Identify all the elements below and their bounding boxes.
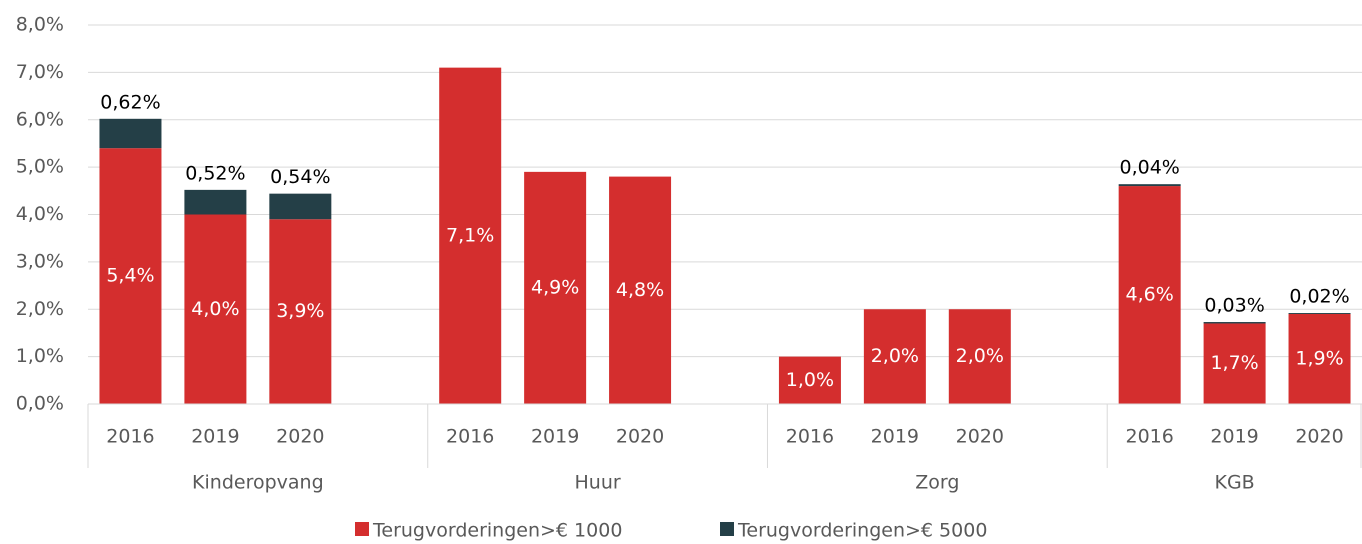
y-tick-label: 0,0% (16, 393, 64, 415)
bar-segment (184, 189, 247, 215)
bar-segment (1118, 184, 1181, 187)
legend-swatch (720, 522, 734, 536)
value-label: 4,9% (531, 276, 579, 298)
bar-segment (1118, 186, 1181, 404)
x-tick-label: 2016 (786, 426, 834, 448)
x-tick-label: 2020 (616, 426, 664, 448)
bar-segment (1203, 323, 1266, 404)
value-label: 0,62% (100, 91, 160, 113)
y-tick-label: 6,0% (16, 108, 64, 130)
bar-segment (1203, 322, 1266, 324)
value-label: 1,7% (1210, 352, 1258, 374)
value-label: 0,04% (1119, 157, 1179, 179)
value-label: 4,0% (191, 298, 239, 320)
legend-label: Terugvorderingen>€ 1000 (372, 520, 622, 542)
legend-label: Terugvorderingen>€ 5000 (737, 520, 987, 542)
value-label: 0,52% (185, 162, 245, 184)
value-label: 0,54% (270, 166, 330, 188)
y-tick-label: 8,0% (16, 14, 64, 36)
y-tick-label: 3,0% (16, 250, 64, 272)
group-label: Huur (575, 472, 621, 494)
value-label: 3,9% (276, 300, 324, 322)
x-tick-label: 2020 (1295, 426, 1343, 448)
bar-segment (1288, 313, 1351, 404)
bar-segment (99, 118, 162, 149)
x-tick-label: 2020 (956, 426, 1004, 448)
x-tick-label: 2020 (276, 426, 324, 448)
legend-swatch (355, 522, 369, 536)
x-tick-label: 2019 (1210, 426, 1258, 448)
bar-segment (863, 309, 926, 404)
bar-segment (99, 148, 162, 404)
x-tick-label: 2016 (106, 426, 154, 448)
bar-segment (184, 214, 247, 404)
x-tick-label: 2019 (871, 426, 919, 448)
bar-segment (778, 356, 841, 404)
y-tick-label: 7,0% (16, 61, 64, 83)
value-label: 4,8% (616, 279, 664, 301)
x-tick-label: 2016 (446, 426, 494, 448)
bar-segment (269, 219, 332, 404)
value-label: 0,02% (1289, 286, 1349, 308)
bar-segment (1288, 313, 1351, 314)
y-tick-label: 5,0% (16, 156, 64, 178)
bar-segment (948, 309, 1011, 404)
value-label: 4,6% (1126, 284, 1174, 306)
bar-segment (439, 67, 502, 404)
x-tick-label: 2019 (531, 426, 579, 448)
bar-segment (524, 171, 587, 404)
value-label: 2,0% (871, 345, 919, 367)
y-tick-label: 1,0% (16, 345, 64, 367)
bar-segment (609, 176, 672, 404)
bar-segment (269, 193, 332, 220)
x-tick-label: 2019 (191, 426, 239, 448)
value-label: 0,03% (1204, 295, 1264, 317)
value-label: 1,9% (1295, 347, 1343, 369)
value-label: 2,0% (956, 345, 1004, 367)
y-tick-label: 4,0% (16, 203, 64, 225)
group-label: Kinderopvang (192, 472, 324, 494)
value-label: 1,0% (786, 369, 834, 391)
group-label: Zorg (915, 472, 959, 494)
group-label: KGB (1214, 472, 1254, 494)
y-tick-label: 2,0% (16, 298, 64, 320)
value-label: 5,4% (106, 265, 154, 287)
x-tick-label: 2016 (1125, 426, 1173, 448)
value-label: 7,1% (446, 224, 494, 246)
